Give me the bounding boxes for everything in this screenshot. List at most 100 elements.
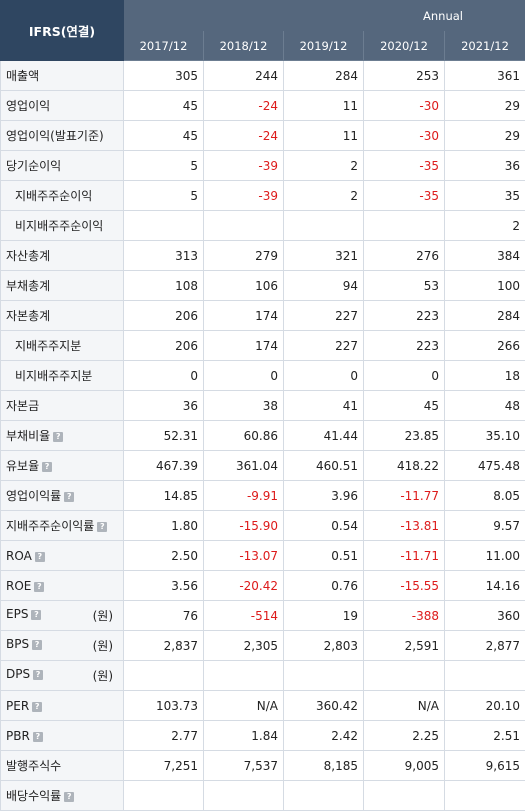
value-cell: 19 — [284, 601, 364, 631]
value-cell: 475.48 — [445, 451, 525, 481]
value-cell: 29 — [445, 91, 525, 121]
value-cell: 1.84 — [204, 721, 284, 751]
value-cell: 5 — [124, 151, 204, 181]
value-cell: 35 — [445, 181, 525, 211]
value-cell — [284, 661, 364, 691]
row-label: 지배주주지분 — [1, 331, 124, 361]
value-cell: -11.77 — [364, 481, 445, 511]
help-icon[interactable]: ? — [97, 522, 107, 532]
value-cell: 313 — [124, 241, 204, 271]
value-cell: 0.51 — [284, 541, 364, 571]
value-cell: 2.77 — [124, 721, 204, 751]
value-cell — [364, 661, 445, 691]
row-label-text: BPS — [6, 637, 29, 651]
value-cell: 5 — [124, 181, 204, 211]
help-icon[interactable]: ? — [42, 462, 52, 472]
value-cell: 227 — [284, 331, 364, 361]
value-cell: 2,591 — [364, 631, 445, 661]
value-cell: 276 — [364, 241, 445, 271]
row-label-text: 자본총계 — [6, 309, 50, 323]
value-cell: 11 — [284, 121, 364, 151]
value-cell — [204, 211, 284, 241]
value-cell: -13.07 — [204, 541, 284, 571]
year-header-2019: 2019/12 — [284, 31, 364, 61]
value-cell: 2 — [445, 211, 525, 241]
value-cell — [445, 781, 525, 811]
value-cell — [364, 781, 445, 811]
value-cell: 45 — [364, 391, 445, 421]
help-icon[interactable]: ? — [31, 610, 41, 620]
value-cell: -24 — [204, 121, 284, 151]
row-label-text: 영업이익(발표기준) — [6, 129, 104, 143]
help-icon[interactable]: ? — [53, 432, 63, 442]
value-cell: 279 — [204, 241, 284, 271]
value-cell — [204, 661, 284, 691]
value-cell: 29 — [445, 121, 525, 151]
row-label: 지배주주순이익 — [1, 181, 124, 211]
row-label: 비지배주주지분 — [1, 361, 124, 391]
value-cell: -514 — [204, 601, 284, 631]
row-label: 유보율? — [1, 451, 124, 481]
help-icon[interactable]: ? — [35, 552, 45, 562]
help-icon[interactable]: ? — [32, 702, 42, 712]
value-cell: 0 — [204, 361, 284, 391]
value-cell: -11.71 — [364, 541, 445, 571]
value-cell: 103.73 — [124, 691, 204, 721]
help-icon[interactable]: ? — [33, 732, 43, 742]
value-cell: -15.90 — [204, 511, 284, 541]
row-label: 자본금 — [1, 391, 124, 421]
row-label-text: DPS — [6, 667, 30, 681]
row-label-text: 지배주주순이익 — [15, 189, 92, 203]
row-label-text: 매출액 — [6, 69, 39, 83]
help-icon[interactable]: ? — [34, 582, 44, 592]
value-cell: -35 — [364, 181, 445, 211]
help-icon[interactable]: ? — [64, 492, 74, 502]
value-cell: 2 — [284, 151, 364, 181]
row-label: 영업이익률? — [1, 481, 124, 511]
year-header-2018: 2018/12 — [204, 31, 284, 61]
value-cell: 0 — [364, 361, 445, 391]
value-cell: 284 — [445, 301, 525, 331]
value-cell: 9,005 — [364, 751, 445, 781]
row-label: 지배주주순이익률? — [1, 511, 124, 541]
value-cell: 460.51 — [284, 451, 364, 481]
row-label: 자본총계 — [1, 301, 124, 331]
value-cell: -20.42 — [204, 571, 284, 601]
row-label: 당기순이익 — [1, 151, 124, 181]
value-cell: N/A — [364, 691, 445, 721]
row-label-text: 영업이익률 — [6, 489, 61, 503]
value-cell: 8.05 — [445, 481, 525, 511]
value-cell: 361.04 — [204, 451, 284, 481]
row-label: PBR? — [1, 721, 124, 751]
row-label: DPS?(원) — [1, 661, 124, 691]
row-label: 배당수익률? — [1, 781, 124, 811]
help-icon[interactable]: ? — [33, 670, 43, 680]
value-cell: 0 — [124, 361, 204, 391]
value-cell: 48 — [445, 391, 525, 421]
value-cell: 23.85 — [364, 421, 445, 451]
value-cell: 14.85 — [124, 481, 204, 511]
row-label: 부채총계 — [1, 271, 124, 301]
value-cell: -388 — [364, 601, 445, 631]
value-cell — [364, 211, 445, 241]
value-cell — [124, 781, 204, 811]
help-icon[interactable]: ? — [64, 792, 74, 802]
help-icon[interactable]: ? — [32, 640, 42, 650]
value-cell: 2.42 — [284, 721, 364, 751]
value-cell: 45 — [124, 121, 204, 151]
value-cell: 11.00 — [445, 541, 525, 571]
row-label-text: 지배주주순이익률 — [6, 519, 94, 533]
value-cell: 3.56 — [124, 571, 204, 601]
value-cell: 467.39 — [124, 451, 204, 481]
